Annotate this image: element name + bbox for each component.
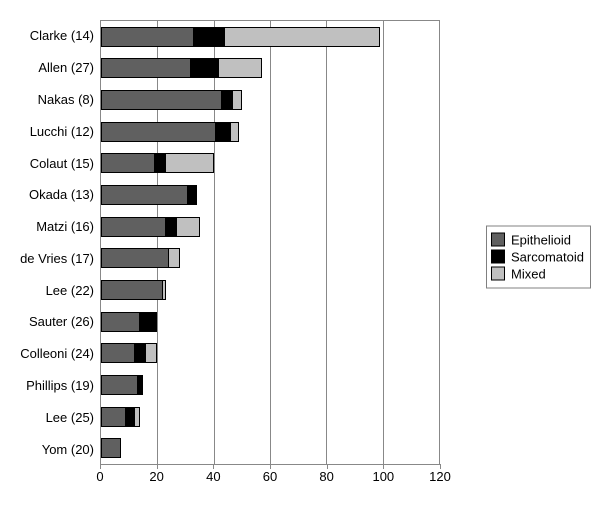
bar-row — [101, 185, 439, 205]
legend-swatch — [491, 267, 505, 281]
x-tick-label: 100 — [372, 469, 394, 484]
y-category-label: de Vries (17) — [0, 248, 100, 268]
legend-item: Mixed — [491, 266, 584, 281]
y-category-label: Allen (27) — [0, 58, 100, 78]
bar-segment-mixed — [169, 248, 180, 268]
legend: Epithelioid Sarcomatoid Mixed — [486, 225, 591, 288]
y-category-label: Sauter (26) — [0, 312, 100, 332]
x-tick-label: 20 — [149, 469, 163, 484]
bar-segment-sarcomatoid — [140, 312, 157, 332]
y-category-label: Lee (25) — [0, 407, 100, 427]
bar-segment-sarcomatoid — [135, 343, 146, 363]
bar-segment-epithelioid — [101, 122, 216, 142]
bar-segment-sarcomatoid — [194, 27, 225, 47]
bar-segment-mixed — [231, 122, 239, 142]
chart-container: Clarke (14) Allen (27) Nakas (8) Lucchi (12… — [0, 0, 595, 513]
y-axis-labels: Clarke (14) Allen (27) Nakas (8) Lucchi (12… — [0, 20, 100, 465]
bar-row — [101, 27, 439, 47]
bar-row — [101, 343, 439, 363]
bar-segment-sarcomatoid — [155, 153, 166, 173]
bar-segment-epithelioid — [101, 58, 191, 78]
gridline — [439, 21, 440, 464]
bar-segment-epithelioid — [101, 375, 138, 395]
bar-segment-epithelioid — [101, 438, 121, 458]
bar-row — [101, 438, 439, 458]
bar-segment-epithelioid — [101, 185, 188, 205]
bar-segment-sarcomatoid — [191, 58, 219, 78]
legend-item: Epithelioid — [491, 232, 584, 247]
y-category-label: Lee (22) — [0, 280, 100, 300]
bar-row — [101, 153, 439, 173]
bar-segment-sarcomatoid — [222, 90, 233, 110]
x-tick-label: 80 — [319, 469, 333, 484]
legend-swatch — [491, 250, 505, 264]
y-category-label: Matzi (16) — [0, 217, 100, 237]
bar-row — [101, 375, 439, 395]
bar-segment-mixed — [146, 343, 157, 363]
legend-label: Epithelioid — [511, 232, 571, 247]
bar-segment-epithelioid — [101, 248, 169, 268]
y-category-label: Colleoni (24) — [0, 344, 100, 364]
y-category-label: Lucchi (12) — [0, 121, 100, 141]
bar-row — [101, 58, 439, 78]
bar-segment-epithelioid — [101, 343, 135, 363]
bar-segment-sarcomatoid — [166, 217, 177, 237]
legend-label: Sarcomatoid — [511, 249, 584, 264]
bar-segment-mixed — [225, 27, 380, 47]
y-category-label: Nakas (8) — [0, 89, 100, 109]
x-tick-label: 60 — [263, 469, 277, 484]
y-category-label: Clarke (14) — [0, 26, 100, 46]
y-category-label: Okada (13) — [0, 185, 100, 205]
bar-segment-mixed — [177, 217, 200, 237]
bar-row — [101, 122, 439, 142]
bar-segment-mixed — [163, 280, 166, 300]
bar-segment-mixed — [135, 407, 141, 427]
bar-segment-epithelioid — [101, 217, 166, 237]
x-tick-label: 40 — [206, 469, 220, 484]
legend-swatch — [491, 233, 505, 247]
bar-segment-sarcomatoid — [138, 375, 144, 395]
bar-row — [101, 407, 439, 427]
bar-segment-sarcomatoid — [126, 407, 134, 427]
legend-label: Mixed — [511, 266, 546, 281]
x-tick-label: 120 — [429, 469, 451, 484]
y-category-label: Phillips (19) — [0, 375, 100, 395]
x-axis: 020406080100120 — [100, 469, 440, 489]
chart-main: Clarke (14) Allen (27) Nakas (8) Lucchi (12… — [0, 0, 460, 513]
bar-segment-epithelioid — [101, 27, 194, 47]
bar-row — [101, 312, 439, 332]
bar-segment-epithelioid — [101, 407, 126, 427]
bar-segment-mixed — [166, 153, 214, 173]
bar-segment-epithelioid — [101, 153, 155, 173]
bars-layer — [101, 21, 439, 464]
bar-row — [101, 248, 439, 268]
bar-segment-sarcomatoid — [188, 185, 196, 205]
bar-segment-epithelioid — [101, 280, 163, 300]
legend-item: Sarcomatoid — [491, 249, 584, 264]
y-category-label: Colaut (15) — [0, 153, 100, 173]
bar-row — [101, 280, 439, 300]
bar-segment-epithelioid — [101, 90, 222, 110]
bar-segment-epithelioid — [101, 312, 140, 332]
bar-segment-mixed — [219, 58, 261, 78]
bar-row — [101, 217, 439, 237]
bar-segment-sarcomatoid — [216, 122, 230, 142]
bar-row — [101, 90, 439, 110]
y-category-label: Yom (20) — [0, 439, 100, 459]
plot-area — [100, 20, 440, 465]
bar-segment-mixed — [233, 90, 241, 110]
x-tick-label: 0 — [96, 469, 103, 484]
